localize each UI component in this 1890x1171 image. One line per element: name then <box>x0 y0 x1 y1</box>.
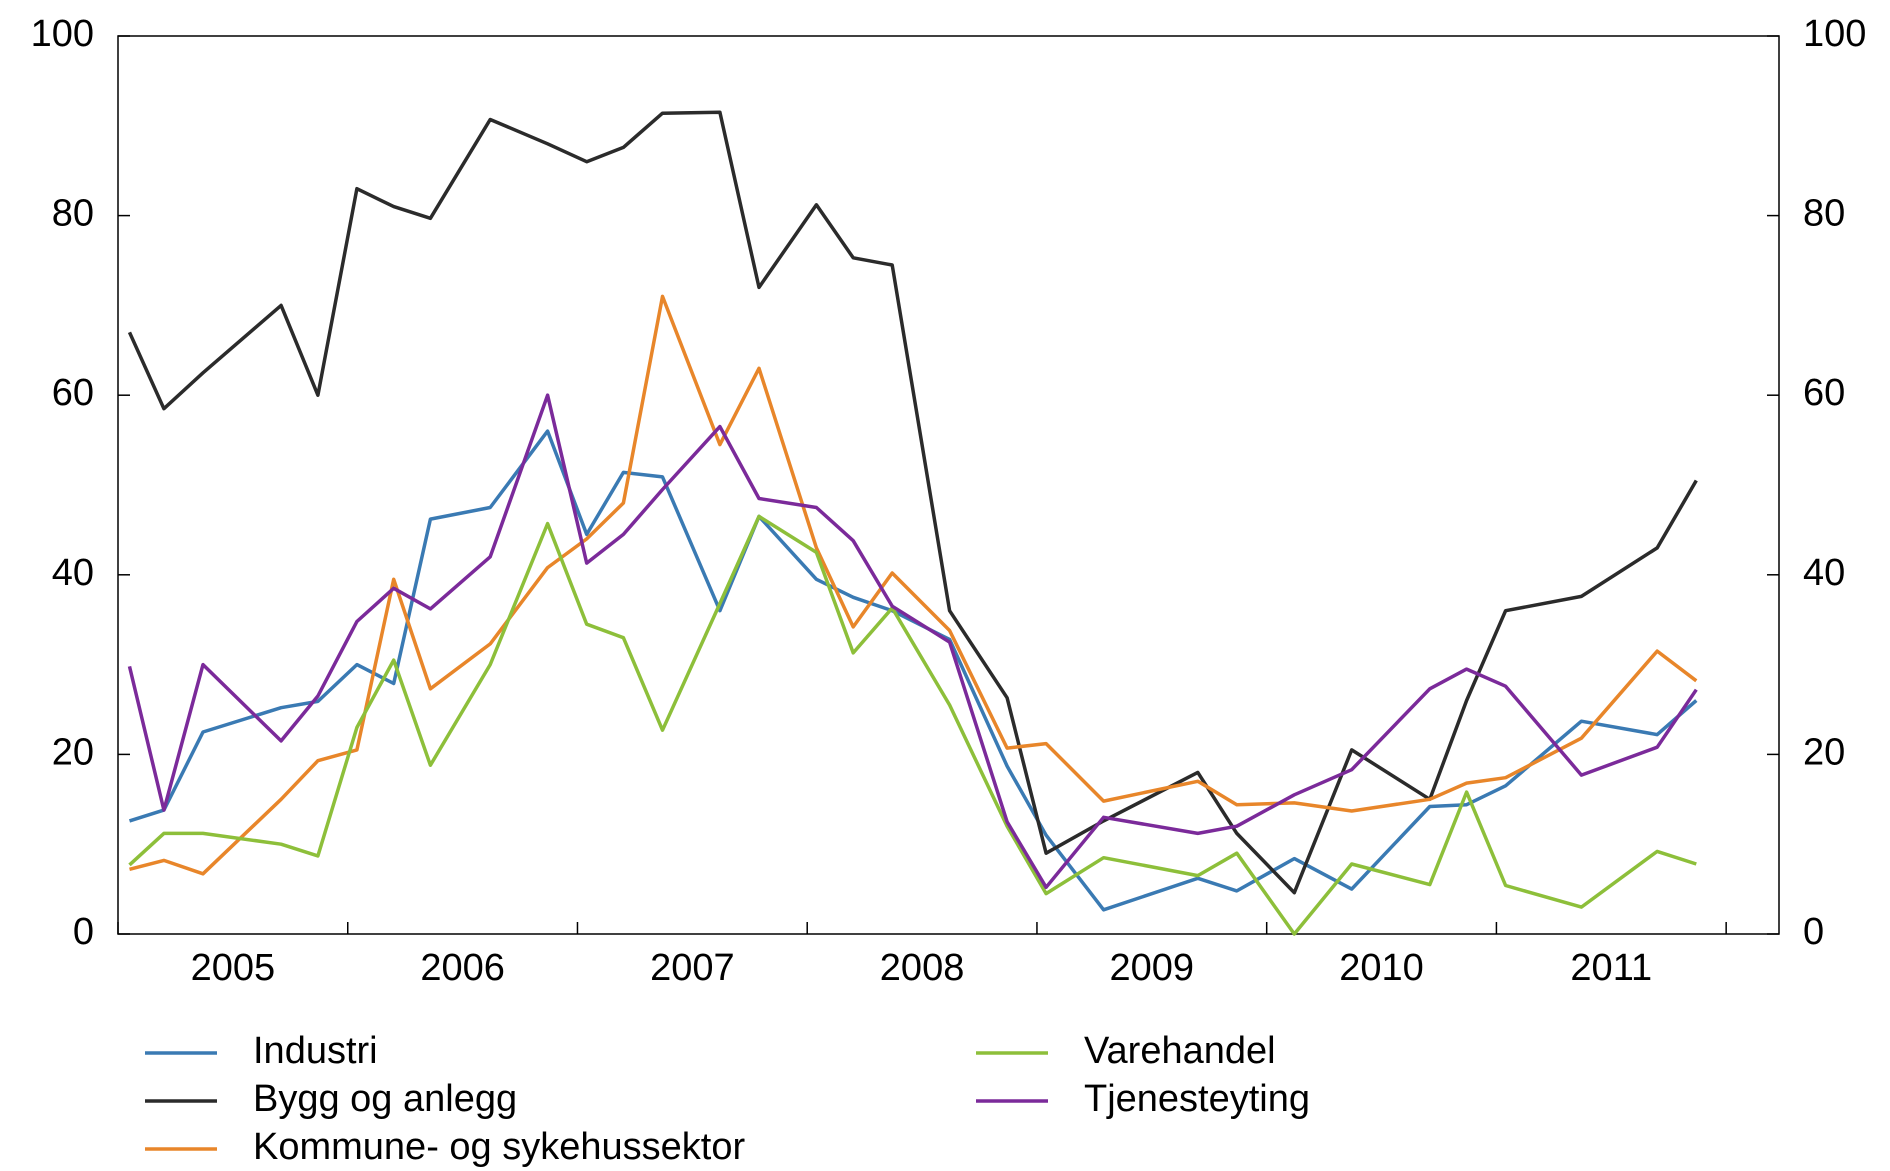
y-tick-label: 100 <box>31 13 94 55</box>
legend-label: Tjenesteyting <box>1084 1078 1310 1120</box>
x-tick-label: 2009 <box>1110 947 1195 989</box>
series-line <box>127 393 1698 890</box>
legend-label: Industri <box>253 1030 378 1072</box>
y2-tick-label: 20 <box>1803 731 1845 773</box>
y2-tick-label: 80 <box>1803 193 1845 235</box>
series-line <box>129 294 1698 876</box>
y-tick-label: 20 <box>52 731 94 773</box>
y-tick-label: 0 <box>73 911 94 953</box>
x-tick-label: 2006 <box>420 947 505 989</box>
x-tick-label: 2010 <box>1339 947 1424 989</box>
x-tick-label: 2008 <box>880 947 965 989</box>
legend-label: Bygg og anlegg <box>253 1078 517 1120</box>
y-tick-label: 60 <box>52 372 94 414</box>
y2-tick-label: 0 <box>1803 911 1824 953</box>
x-tick-label: 2011 <box>1570 947 1652 989</box>
legend-label: Kommune- og sykehussektor <box>253 1126 745 1168</box>
series-line <box>128 514 1697 936</box>
y-tick-label: 40 <box>52 552 94 594</box>
plot-frame <box>117 35 1780 935</box>
x-tick-label: 2005 <box>191 947 276 989</box>
y-tick-label: 80 <box>52 193 94 235</box>
series-line <box>127 110 1698 895</box>
y2-tick-label: 60 <box>1803 372 1845 414</box>
y2-tick-label: 100 <box>1803 13 1866 55</box>
legend-label: Varehandel <box>1084 1030 1276 1072</box>
x-tick-label: 2007 <box>650 947 735 989</box>
y2-tick-label: 40 <box>1803 552 1845 594</box>
